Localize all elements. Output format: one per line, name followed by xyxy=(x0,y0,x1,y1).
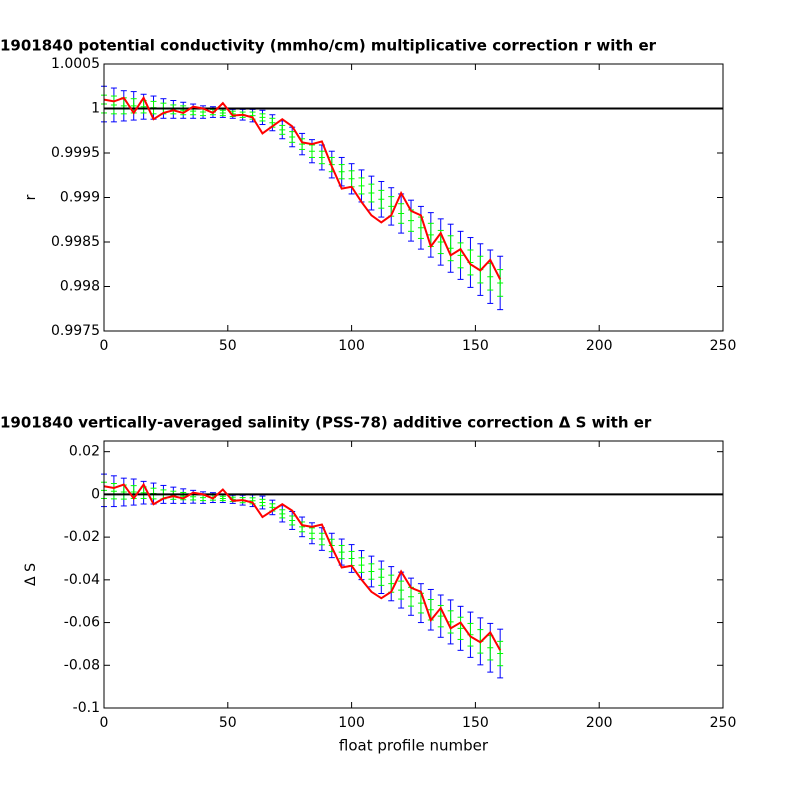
y-tick-label: 0.02 xyxy=(69,444,100,460)
y-tick-label: -0.08 xyxy=(64,657,100,673)
fit-marker xyxy=(378,196,385,203)
fit-marker xyxy=(447,618,454,625)
y-tick-label: 0.9985 xyxy=(51,234,100,250)
fit-marker xyxy=(368,190,375,197)
y-tick-label: 0.998 xyxy=(60,279,100,295)
fit-marker xyxy=(200,109,207,116)
y-tick-label: 0.9995 xyxy=(51,145,100,161)
x-tick-label: 250 xyxy=(710,338,737,354)
fit-marker xyxy=(408,593,415,600)
x-tick-label: 0 xyxy=(100,338,109,354)
data-line xyxy=(103,482,502,651)
fit-marker xyxy=(308,530,315,537)
fit-marker xyxy=(259,499,266,506)
fit-marker xyxy=(417,600,424,607)
fit-marker xyxy=(398,587,405,594)
plot-area xyxy=(104,441,723,708)
y-tick-label: 0.999 xyxy=(60,190,100,206)
fit-marker xyxy=(318,536,325,543)
fit-marker xyxy=(378,574,385,581)
fit-marker xyxy=(348,555,355,562)
y-tick-label: 1.0005 xyxy=(51,56,100,72)
fit-marker xyxy=(200,494,207,501)
chart-title: 1901840 vertically-averaged salinity (PS… xyxy=(0,414,652,432)
chart-title: 1901840 potential conductivity (mmho/cm)… xyxy=(0,37,657,55)
x-tick-label: 0 xyxy=(100,715,109,731)
fit-marker xyxy=(368,568,375,575)
fit-marker xyxy=(487,644,494,651)
fit-marker xyxy=(269,119,276,126)
fit-marker xyxy=(279,510,286,517)
x-tick-label: 150 xyxy=(462,338,489,354)
fit-marker xyxy=(427,606,434,613)
x-tick-label: 200 xyxy=(586,715,613,731)
fit-marker xyxy=(388,203,395,210)
fit-marker xyxy=(437,613,444,620)
x-tick-label: 100 xyxy=(338,338,365,354)
y-tick-label: -0.04 xyxy=(64,572,100,588)
x-tick-label: 50 xyxy=(219,715,237,731)
fit-marker xyxy=(219,495,226,502)
x-tick-label: 200 xyxy=(586,338,613,354)
fit-marker xyxy=(427,231,434,238)
fit-marker xyxy=(110,488,117,495)
fit-marker xyxy=(259,114,266,121)
fit-marker xyxy=(308,148,315,155)
axes-box xyxy=(103,440,724,709)
x-tick-label: 100 xyxy=(338,715,365,731)
fit-marker xyxy=(219,109,226,116)
y-tick-label: 0 xyxy=(91,486,100,502)
y-tick-label: -0.06 xyxy=(64,615,100,631)
x-tick-label: 250 xyxy=(710,715,737,731)
fit-marker xyxy=(110,101,117,108)
fit-marker xyxy=(437,239,444,245)
fit-marker xyxy=(408,217,415,224)
fit-marker xyxy=(279,126,286,133)
y-axis-label: Δ S xyxy=(23,563,39,586)
plot-area xyxy=(104,64,723,331)
fit-marker xyxy=(457,625,464,632)
x-tick-label: 150 xyxy=(462,715,489,731)
y-tick-label: 1 xyxy=(91,101,100,117)
fit-marker xyxy=(289,517,296,524)
fit-marker xyxy=(388,580,395,587)
fit-marker xyxy=(318,154,325,161)
x-axis-label: float profile number xyxy=(339,737,489,755)
fit-marker xyxy=(417,224,424,231)
fit-marker xyxy=(457,252,464,259)
fit-marker xyxy=(269,504,276,511)
fit-marker xyxy=(358,562,365,569)
data-line xyxy=(103,95,502,280)
y-tick-label: -0.1 xyxy=(73,700,100,716)
x-tick-label: 50 xyxy=(219,338,237,354)
fit-marker xyxy=(487,273,494,280)
fit-marker xyxy=(338,549,345,556)
fit-marker xyxy=(289,133,296,140)
y-axis-label: r xyxy=(23,194,39,200)
fit-marker xyxy=(447,245,454,252)
y-tick-label: -0.02 xyxy=(64,529,100,545)
fit-marker xyxy=(497,650,504,657)
fit-marker xyxy=(348,175,355,182)
fit-marker xyxy=(497,279,504,286)
y-tick-label: 0.9975 xyxy=(51,323,100,339)
fit-marker xyxy=(358,182,365,189)
fit-marker xyxy=(338,168,345,175)
fit-marker xyxy=(398,210,405,217)
